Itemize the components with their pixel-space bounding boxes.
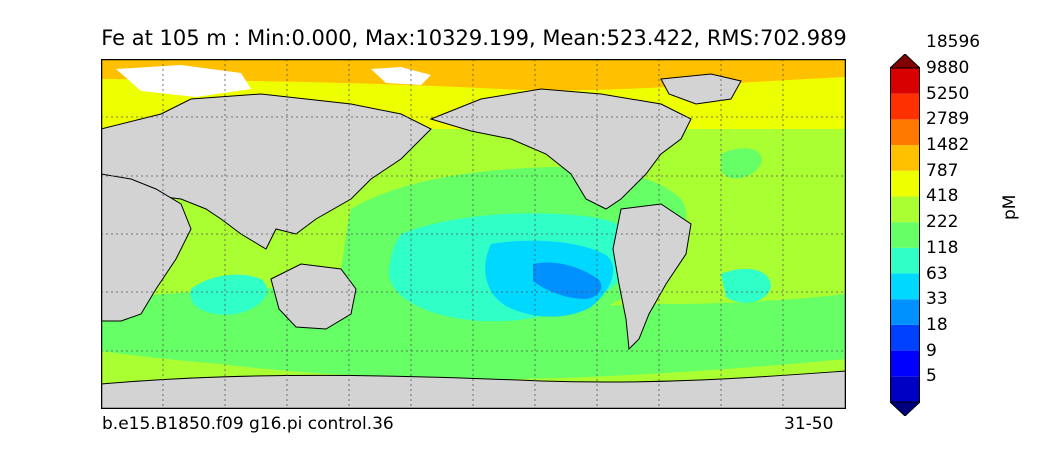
africa-land xyxy=(101,173,192,322)
colorbar xyxy=(888,53,922,417)
greenland-land xyxy=(660,73,742,105)
indian-118-region xyxy=(190,274,267,315)
north-america-land xyxy=(429,88,692,210)
ocean-map xyxy=(101,59,846,409)
colorbar-segment xyxy=(890,119,920,146)
colorbar-segment xyxy=(890,273,920,300)
colorbar-tick-label: 2789 xyxy=(926,109,970,130)
colorbar-tick-label: 787 xyxy=(926,160,959,181)
colorbar-tick-label: 33 xyxy=(926,289,948,310)
colorbar-over-arrow xyxy=(888,53,922,69)
colorbar-segment xyxy=(890,299,920,325)
colorbar-tick-label: 18 xyxy=(926,314,948,335)
graticule xyxy=(101,59,846,409)
year-range: 31-50 xyxy=(784,414,834,434)
colorbar-tick-label: 5250 xyxy=(926,83,970,104)
colorbar-segment xyxy=(890,170,920,197)
colorbar-tick-label: 18596 xyxy=(926,32,981,53)
colorbar-segment xyxy=(890,222,920,248)
south-atlantic-118 xyxy=(721,268,771,303)
colorbar-segment xyxy=(890,196,920,223)
colorbar-tick-label: 63 xyxy=(926,263,948,284)
colorbar-segment xyxy=(890,247,920,274)
north-atlantic-222 xyxy=(721,148,762,179)
colorbar-tick-label: 418 xyxy=(926,186,959,207)
colorbar-tick-label: 5 xyxy=(926,366,937,387)
colorbar-frame xyxy=(890,67,920,403)
plot-title: Fe at 105 m : Min:0.000, Max:10329.199, … xyxy=(101,26,847,50)
case-name: b.e15.B1850.f09 g16.pi control.36 xyxy=(102,414,394,434)
colorbar-segment xyxy=(890,324,920,351)
colorbar-under-arrow xyxy=(888,401,922,417)
colorbar-segment xyxy=(890,68,920,94)
colorbar-segment xyxy=(890,145,920,171)
colorbar-unit: pM xyxy=(1000,194,1020,220)
colorbar-tick-label: 1482 xyxy=(926,135,970,156)
pacific-33-region xyxy=(533,262,602,299)
colorbar-tick-label: 9880 xyxy=(926,58,970,78)
colorbar-tick-label: 9 xyxy=(926,340,937,361)
arctic-missing-data-2 xyxy=(371,67,431,85)
colorbar-tick-label: 222 xyxy=(926,212,959,233)
map-border xyxy=(101,59,846,409)
australia-land xyxy=(270,263,357,330)
colorbar-segment xyxy=(890,93,920,120)
south-america-land xyxy=(612,203,692,351)
arctic-orange-band xyxy=(101,59,846,91)
colorbar-segment xyxy=(890,350,920,377)
colorbar-tick-label: 118 xyxy=(926,237,959,258)
colorbar-segment xyxy=(890,376,920,402)
arctic-missing-data xyxy=(116,65,251,97)
